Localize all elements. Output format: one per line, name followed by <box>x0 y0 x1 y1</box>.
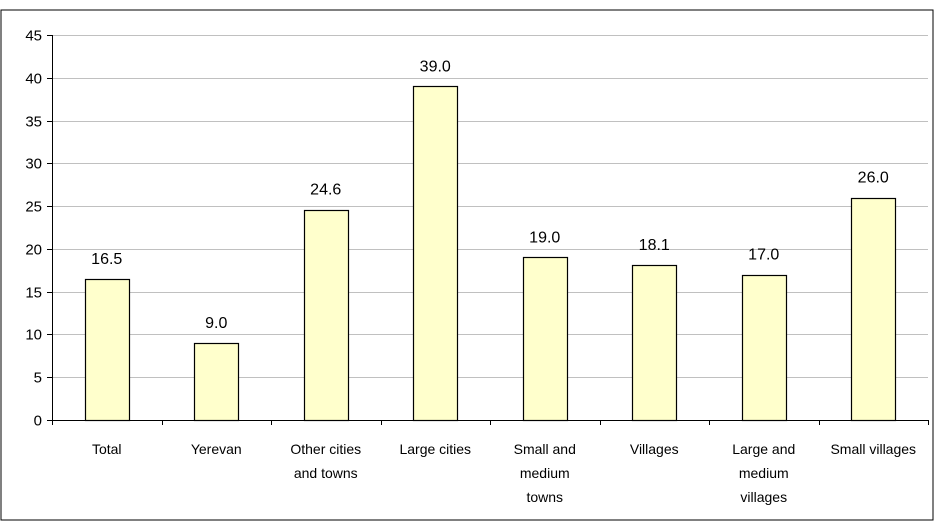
y-tick-label: 5 <box>34 370 42 387</box>
x-category-label-line: Large and <box>732 441 795 457</box>
data-label: 9.0 <box>205 315 227 332</box>
y-tick-label: 45 <box>25 28 42 45</box>
x-category-label-line: medium <box>739 465 789 481</box>
x-category-label-line: Villages <box>630 441 679 457</box>
axes <box>47 35 929 425</box>
y-tick-label: 30 <box>25 156 42 173</box>
x-category-label-line: Large cities <box>399 441 471 457</box>
x-category-label-line: villages <box>740 489 787 505</box>
chart-frame <box>0 9 934 521</box>
x-category-labels: Total Yerevan Other cities and towns Large c… <box>92 441 916 505</box>
y-tick-label: 20 <box>25 242 42 259</box>
x-category-label: Other cities and towns <box>290 441 361 481</box>
y-tick-label: 0 <box>34 413 42 430</box>
data-label: 39.0 <box>420 58 451 75</box>
data-label: 19.0 <box>529 229 560 246</box>
x-category-label-line: medium <box>520 465 570 481</box>
x-category-label: Large cities <box>399 441 471 457</box>
x-category-label-line: Yerevan <box>191 441 242 457</box>
bar <box>84 278 131 422</box>
x-category-label-line: Small villages <box>830 441 916 457</box>
x-category-label: Total <box>92 441 122 457</box>
x-category-label: Small and medium towns <box>514 441 576 505</box>
bars <box>84 85 897 422</box>
x-category-label: Yerevan <box>191 441 242 457</box>
x-category-label: Small villages <box>830 441 916 457</box>
x-category-label: Villages <box>630 441 679 457</box>
data-label: 18.1 <box>639 237 670 254</box>
x-category-label-line: Small and <box>514 441 576 457</box>
data-label: 16.5 <box>91 251 122 268</box>
bar <box>412 85 459 422</box>
y-tick-label: 15 <box>25 285 42 302</box>
x-category-label-line: Other cities <box>290 441 361 457</box>
data-label: 17.0 <box>748 247 779 264</box>
bar <box>741 274 788 422</box>
y-tick-label: 10 <box>25 327 42 344</box>
bar <box>631 264 678 422</box>
y-tick-label: 35 <box>25 114 42 131</box>
y-tick-label: 40 <box>25 71 42 88</box>
data-label: 24.6 <box>310 182 341 199</box>
bar <box>850 197 897 422</box>
y-tick-labels: 0 5 10 15 20 25 30 35 40 45 <box>25 28 42 430</box>
bar <box>303 209 350 422</box>
bar <box>193 342 240 422</box>
x-category-label-line: towns <box>526 489 563 505</box>
x-category-label-line: Total <box>92 441 122 457</box>
x-category-label: Large and medium villages <box>732 441 795 505</box>
y-tick-label: 25 <box>25 199 42 216</box>
x-category-label-line: and towns <box>294 465 358 481</box>
bar <box>522 256 569 422</box>
data-labels: 16.5 9.0 24.6 39.0 19.0 18.1 17.0 26.0 <box>91 58 889 332</box>
data-label: 26.0 <box>858 170 889 187</box>
